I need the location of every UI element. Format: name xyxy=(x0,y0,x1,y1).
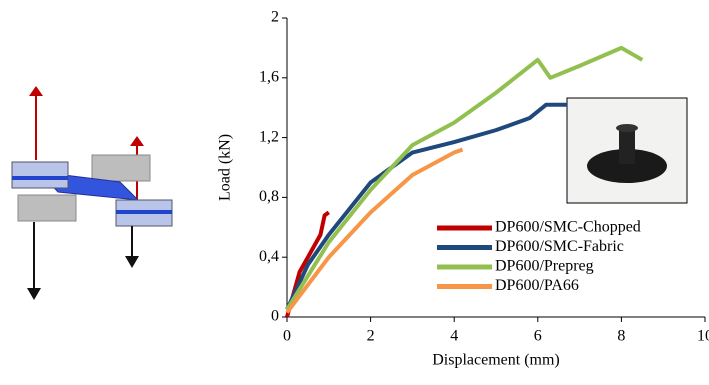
x-tick-label: 4 xyxy=(450,328,458,345)
y-axis-label: Load (kN) xyxy=(217,134,234,201)
series-line xyxy=(285,45,644,311)
series-line xyxy=(285,210,330,318)
x-tick-label: 6 xyxy=(534,328,542,345)
y-tick-label: 0 xyxy=(271,308,279,325)
y-tick-label: 0,4 xyxy=(259,248,279,265)
series-line xyxy=(285,147,464,314)
x-tick-label: 0 xyxy=(283,328,291,345)
y-tick-label: 1,6 xyxy=(259,68,279,85)
x-tick-label: 8 xyxy=(617,328,625,345)
legend-label: DP600/SMC-Chopped xyxy=(495,219,641,236)
y-tick-label: 1,2 xyxy=(259,128,279,145)
legend-label: DP600/Prepreg xyxy=(495,258,594,275)
series-line xyxy=(285,102,568,311)
x-axis-label: Displacement (mm) xyxy=(432,352,560,369)
specimen-diagram xyxy=(11,86,173,300)
x-tick-label: 2 xyxy=(367,328,375,345)
x-tick-label: 10 xyxy=(697,328,709,345)
y-tick-label: 0,8 xyxy=(259,188,279,205)
legend-label: DP600/PA66 xyxy=(495,277,579,294)
photo-inset xyxy=(566,97,688,204)
legend-label: DP600/SMC-Fabric xyxy=(495,238,624,255)
y-tick-label: 2 xyxy=(271,9,279,26)
